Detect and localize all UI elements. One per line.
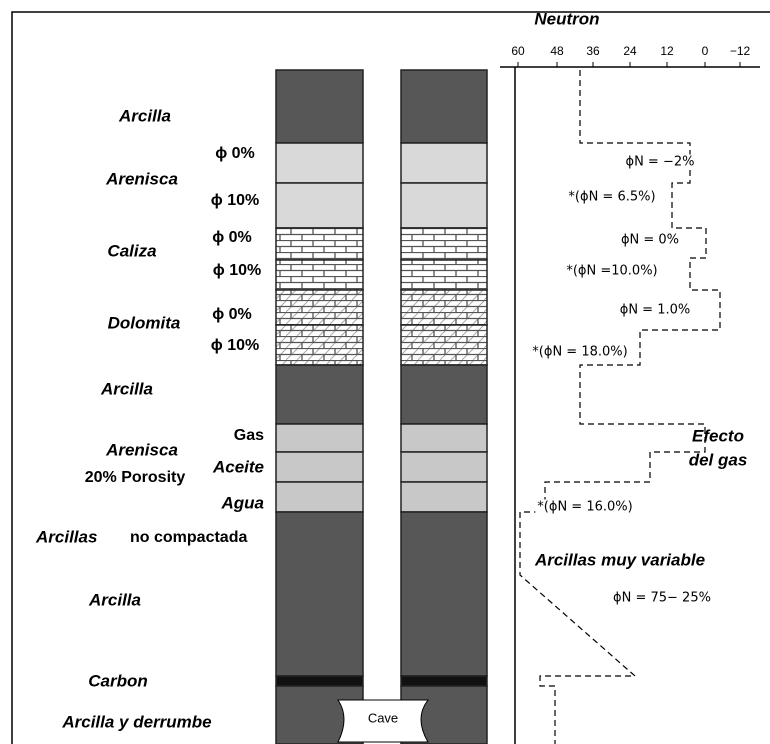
layer <box>400 675 488 687</box>
layer <box>275 423 364 453</box>
scale-tick-label: 48 <box>550 44 564 58</box>
annotation: ϕN = 0% <box>621 233 679 248</box>
annotation: *(ϕN = 18.0%) <box>532 345 627 360</box>
layer <box>275 324 364 366</box>
formation-label: Arcillas <box>35 527 97 546</box>
formation-label: Caliza <box>107 241 156 260</box>
tracks <box>275 69 488 744</box>
scale-tick-label: 12 <box>660 44 674 58</box>
formation-label: Carbon <box>88 671 148 690</box>
scale-tick-label: −12 <box>730 44 751 58</box>
annotation-bg <box>611 590 713 606</box>
formation-label: Dolomita <box>108 313 181 332</box>
layer <box>275 451 364 483</box>
formation-label: 20% Porosity <box>85 469 186 486</box>
formation-label: Arcilla <box>100 379 153 398</box>
annotation: Arcillas muy variable <box>534 550 705 569</box>
layer <box>275 142 364 184</box>
layer <box>400 289 488 326</box>
formation-label: no compactada <box>130 529 247 546</box>
annotation: del gas <box>689 450 748 469</box>
labels: Arcilla Arenisca Caliza Dolomita Arcilla Aren… <box>35 106 747 731</box>
layer <box>400 481 488 513</box>
layer <box>400 324 488 366</box>
layer <box>275 182 364 229</box>
annotation-bg <box>566 189 658 205</box>
annotation-bg <box>535 499 635 515</box>
layer <box>400 423 488 453</box>
annotation-bg <box>530 344 630 360</box>
annotation: *(ϕN = 16.0%) <box>537 500 632 515</box>
neutron-curve <box>519 70 721 744</box>
layer <box>400 69 488 144</box>
log-title: Neutron <box>534 9 599 28</box>
fluid-label: Aceite <box>212 457 264 476</box>
cave-shape <box>337 699 430 743</box>
layer <box>400 259 488 291</box>
layer <box>400 364 488 425</box>
layer <box>275 259 364 291</box>
annotation-bg <box>564 263 660 279</box>
layer <box>275 364 364 425</box>
annotation: Efecto <box>692 426 744 445</box>
layer <box>275 69 364 144</box>
layer <box>275 675 364 687</box>
formation-label: Arcilla y derrumbe <box>61 712 211 731</box>
annotation-bg <box>623 154 697 170</box>
fluid-label: Gas <box>234 427 264 444</box>
cave-label: Cave <box>368 710 398 725</box>
annotation: ϕN = 1.0% <box>620 303 690 318</box>
porosity-label: ϕ 10% <box>211 192 259 209</box>
porosity-label: ϕ 0% <box>212 229 252 246</box>
annotation-bg <box>617 302 693 318</box>
porosity-label: ϕ 0% <box>215 145 255 162</box>
layer <box>400 182 488 229</box>
scale-tick-label: 24 <box>623 44 637 58</box>
scale-tick-label: 60 <box>511 44 525 58</box>
formation-label: Arenisca <box>105 440 178 459</box>
annotation: *(ϕN =10.0%) <box>566 264 657 279</box>
scale-ticks: 60 48 36 24 12 0 −12 <box>511 44 751 67</box>
formation-label: Arcilla <box>88 590 141 609</box>
layer <box>275 289 364 326</box>
annotation: ϕN = 75− 25% <box>613 591 711 606</box>
annotation-bg <box>618 232 682 248</box>
layer <box>400 451 488 483</box>
formation-label: Arcilla <box>118 106 171 125</box>
annotation: *(ϕN = 6.5%) <box>568 190 655 205</box>
annotation: ϕN = −2% <box>626 155 695 170</box>
porosity-label: ϕ 0% <box>212 306 252 323</box>
layer <box>400 227 488 261</box>
scale-tick-label: 0 <box>702 44 709 58</box>
layer <box>275 511 364 677</box>
porosity-label: ϕ 10% <box>211 337 259 354</box>
layer <box>275 481 364 513</box>
layer <box>400 511 488 677</box>
frame <box>11 11 770 744</box>
layer <box>400 142 488 184</box>
porosity-label: ϕ 10% <box>213 262 261 279</box>
formation-label: Arenisca <box>105 169 178 188</box>
scale-tick-label: 36 <box>586 44 600 58</box>
layer <box>275 227 364 261</box>
fluid-label: Agua <box>221 493 265 512</box>
